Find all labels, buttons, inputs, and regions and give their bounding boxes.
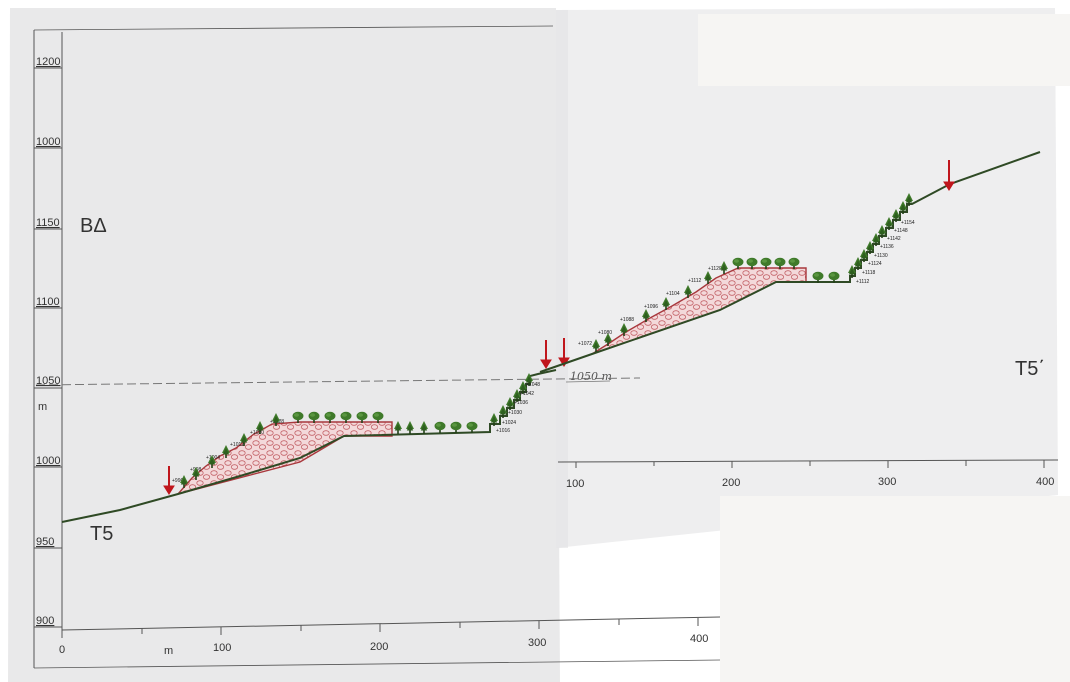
level-label-right-12: +1142 — [887, 236, 901, 242]
level-label-right-5: +1112 — [688, 278, 702, 284]
level-label-left-11: +1048 — [526, 382, 540, 388]
x-label-2: 200 — [370, 641, 388, 653]
x-label-1: 100 — [213, 642, 231, 654]
section-label-t5-prime: T5΄ — [1015, 358, 1045, 380]
handwritten-note: 1050 m — [570, 370, 612, 383]
level-label-left-9: +1036 — [514, 400, 528, 406]
y-label-2: 1150 — [36, 217, 60, 229]
level-label-right-6: +1120 — [708, 266, 722, 272]
right-x-label-3: 400 — [1036, 476, 1054, 488]
marker-arrows-left — [163, 338, 570, 495]
y-label-4: 1050 — [36, 375, 60, 387]
left-paper-sheet — [8, 8, 560, 682]
y-label-5: 1000 — [36, 455, 60, 467]
level-label-left-6: +1016 — [496, 428, 510, 434]
left-axes — [33, 25, 721, 669]
y-label-6: 950 — [36, 536, 54, 548]
right-x-label-1: 200 — [722, 477, 740, 489]
level-label-right-4: +1104 — [666, 291, 680, 297]
y-unit-label: m — [38, 401, 47, 413]
y-label-7: 900 — [36, 615, 54, 627]
level-label-right-3: +1096 — [644, 304, 658, 310]
x-label-4: 400 — [690, 633, 708, 645]
level-label-right-1: +1080 — [598, 330, 612, 336]
x-label-3: 300 — [528, 637, 546, 649]
level-label-right-7: +1112 — [856, 279, 870, 285]
marker-arrow-right — [943, 160, 955, 191]
level-label-left-0: +996 — [172, 478, 183, 484]
level-label-left-10: +1042 — [520, 391, 534, 397]
right-paper-sheet — [556, 8, 1058, 548]
top-right-blank-overlay — [698, 14, 1070, 86]
code-label: ΒΔ — [80, 215, 107, 237]
level-label-left-8: +1030 — [508, 410, 522, 416]
y-label-1: 1000 — [36, 136, 60, 148]
x-unit-label: m — [164, 645, 173, 657]
reference-line-1050 — [35, 377, 641, 386]
right-x-label-0: 100 — [566, 478, 584, 490]
level-label-right-0: +1072 — [578, 341, 592, 347]
y-label-3: 1100 — [36, 296, 60, 308]
level-label-left-3: +1012 — [230, 442, 244, 448]
level-label-right-10: +1130 — [874, 253, 888, 259]
section-label-t5: T5 — [90, 523, 113, 545]
level-label-right-11: +1136 — [880, 244, 894, 250]
x-label-0: 0 — [59, 644, 65, 656]
left-ground-profile — [61, 369, 557, 523]
y-label-0: 1200 — [36, 56, 60, 68]
bottom-right-blank-overlay — [720, 496, 1070, 682]
level-label-right-9: +1124 — [868, 261, 882, 267]
level-label-left-4: +1020 — [250, 430, 264, 436]
level-label-right-8: +1118 — [862, 270, 876, 276]
level-label-right-14: +1154 — [901, 220, 915, 226]
level-label-left-7: +1024 — [502, 420, 516, 426]
right-x-label-2: 300 — [878, 476, 896, 488]
level-label-right-2: +1088 — [620, 317, 634, 323]
right-axes — [557, 459, 1059, 468]
level-label-right-13: +1148 — [894, 228, 908, 234]
